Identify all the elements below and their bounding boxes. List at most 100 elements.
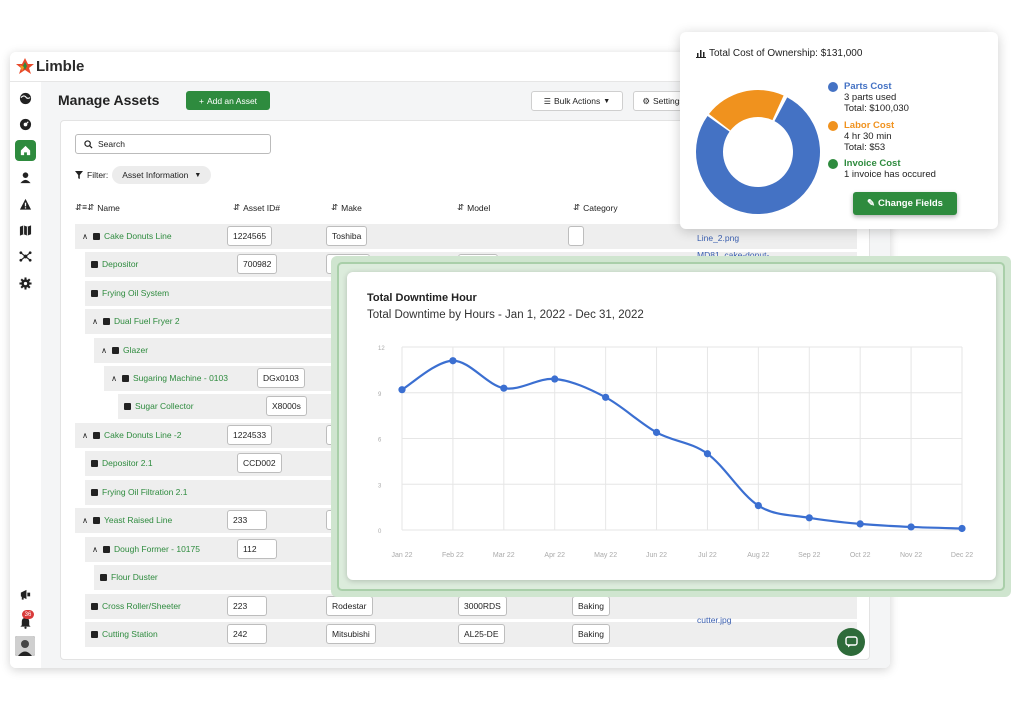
globe-icon[interactable] <box>15 88 36 109</box>
asset-asset-id-field[interactable]: 112 <box>237 539 277 559</box>
legend-line2: Total: $53 <box>844 142 886 153</box>
legend-line1: 4 hr 30 min <box>844 131 892 142</box>
data-point-feb-22[interactable] <box>449 357 457 365</box>
asset-make-field[interactable]: Rodestar <box>326 596 373 616</box>
asset-asset-id-field[interactable]: DGx0103 <box>257 368 305 388</box>
data-point-jul-22[interactable] <box>703 450 712 458</box>
asset-name-link[interactable]: Sugaring Machine - 0103 <box>133 373 228 383</box>
col-make[interactable]: ⇵ Make <box>331 202 362 213</box>
chat-button[interactable] <box>837 628 865 656</box>
add-asset-button[interactable]: + Add an Asset <box>186 91 270 110</box>
asset-cube-icon <box>93 232 100 240</box>
tco-donut-chart <box>696 90 820 214</box>
y-tick-label: 0 <box>378 529 382 535</box>
asset-name-link[interactable]: Dual Fuel Fryer 2 <box>114 316 180 326</box>
asset-name-link[interactable]: Cutting Station <box>102 629 158 639</box>
asset-make-field[interactable]: Mitsubishi <box>326 624 376 644</box>
asset-asset-id-field[interactable]: 1224565 <box>227 226 273 246</box>
asset-name-link[interactable]: Depositor <box>102 259 139 269</box>
asset-model-field[interactable]: 3000RDS <box>458 596 507 616</box>
asset-category-field[interactable]: Baking <box>572 596 610 616</box>
asset-make-field[interactable]: Toshiba <box>326 226 368 246</box>
avatar[interactable] <box>15 636 35 656</box>
filter-bar: Filter: Asset Information ▼ <box>75 166 212 184</box>
asset-name-link[interactable]: Frying Oil Filtration 2.1 <box>102 487 188 497</box>
asset-asset-id-field[interactable]: 242 <box>227 624 267 644</box>
donut-slice-labor-cost[interactable] <box>709 90 784 131</box>
asset-name-link[interactable]: Frying Oil System <box>102 288 170 298</box>
data-point-jun-22[interactable] <box>652 428 661 436</box>
collapse-chevron-icon[interactable]: ∧ <box>101 345 107 355</box>
megaphone-icon[interactable] <box>15 584 36 605</box>
data-point-apr-22[interactable] <box>551 375 559 383</box>
category-empty-field[interactable] <box>568 226 584 246</box>
asset-asset-id-field[interactable]: 223 <box>227 596 267 616</box>
legend-title: Parts Cost <box>844 81 892 92</box>
asset-name-cell: Depositor 2.1 <box>91 458 153 468</box>
asset-asset-id-field[interactable]: 1224533 <box>227 425 273 445</box>
col-asset-id[interactable]: ⇵ Asset ID# <box>233 202 280 213</box>
user-icon[interactable] <box>15 167 36 188</box>
asset-file-link[interactable]: Line_2.png <box>697 233 740 243</box>
bulk-actions-button[interactable]: ☰ Bulk Actions ▼ <box>531 91 623 111</box>
filter-select[interactable]: Asset Information ▼ <box>112 166 212 184</box>
asset-name-cell: ∧ Dual Fuel Fryer 2 <box>91 316 180 326</box>
asset-category-field[interactable]: Baking <box>572 624 610 644</box>
asset-name-link[interactable]: Cake Donuts Line -2 <box>104 430 182 440</box>
asset-asset-id-field[interactable]: 700982 <box>237 254 278 274</box>
x-tick-label: Nov 22 <box>900 552 922 559</box>
change-fields-button[interactable]: ✎ Change Fields <box>853 192 957 215</box>
asset-cube-icon <box>93 431 100 439</box>
asset-name-link[interactable]: Cross Roller/Sheeter <box>102 601 181 611</box>
data-point-jan-22[interactable] <box>398 386 406 394</box>
legend-dot-icon <box>828 159 838 169</box>
asset-asset-id-field[interactable]: 233 <box>227 510 267 530</box>
gear-icon[interactable] <box>15 273 36 294</box>
collapse-chevron-icon[interactable]: ∧ <box>111 373 117 383</box>
data-point-oct-22[interactable] <box>856 520 864 528</box>
asset-model-field[interactable]: AL25-DE <box>458 624 505 644</box>
collapse-chevron-icon[interactable]: ∧ <box>82 515 88 525</box>
asset-file-link[interactable]: cutter.jpg <box>697 615 732 625</box>
settings-button[interactable]: ⚙ Settings <box>633 91 693 111</box>
asset-name-link[interactable]: Flour Duster <box>111 572 158 582</box>
warning-icon[interactable] <box>15 194 36 215</box>
asset-name-cell: Frying Oil Filtration 2.1 <box>91 487 188 497</box>
logo[interactable]: Limble <box>16 56 84 76</box>
asset-name-link[interactable]: Yeast Raised Line <box>104 515 173 525</box>
asset-asset-id-field[interactable]: X8000s <box>266 396 307 416</box>
network-icon[interactable] <box>15 246 36 267</box>
tco-title-text: Total Cost of Ownership: $131,000 <box>709 48 863 59</box>
sort-icon: ⇵ <box>233 202 241 212</box>
map-icon[interactable] <box>15 220 36 241</box>
data-point-mar-22[interactable] <box>500 384 508 392</box>
collapse-chevron-icon[interactable]: ∧ <box>82 231 88 241</box>
search-input[interactable]: Search <box>75 134 271 154</box>
asset-name-link[interactable]: Sugar Collector <box>135 401 194 411</box>
asset-name-cell: ∧ Cake Donuts Line -2 <box>81 430 182 440</box>
data-point-sep-22[interactable] <box>805 514 813 522</box>
asset-name-link[interactable]: Dough Former - 10175 <box>114 544 200 554</box>
asset-file-link[interactable]: MD81_cake-donut- <box>697 250 770 260</box>
home-icon[interactable] <box>15 140 36 161</box>
asset-name-link[interactable]: Depositor 2.1 <box>102 458 153 468</box>
dashboard-icon[interactable] <box>15 114 36 135</box>
col-model[interactable]: ⇵ Model <box>457 202 490 213</box>
donut-slice-parts-cost[interactable] <box>696 97 820 214</box>
asset-cube-icon <box>91 289 98 297</box>
collapse-chevron-icon[interactable]: ∧ <box>92 316 98 326</box>
asset-name-link[interactable]: Glazer <box>123 345 149 355</box>
collapse-chevron-icon[interactable]: ∧ <box>92 544 98 554</box>
collapse-chevron-icon[interactable]: ∧ <box>82 430 88 440</box>
bell-icon[interactable] <box>15 612 36 633</box>
col-category[interactable]: ⇵ Category <box>573 202 618 213</box>
data-point-dec-22[interactable] <box>958 524 966 533</box>
asset-asset-id-field[interactable]: CCD002 <box>237 453 282 473</box>
asset-name-link[interactable]: Cake Donuts Line <box>104 231 172 241</box>
data-point-may-22[interactable] <box>602 393 610 401</box>
data-point-nov-22[interactable] <box>907 523 915 531</box>
y-tick-label: 6 <box>378 438 382 444</box>
data-point-aug-22[interactable] <box>754 502 762 510</box>
col-name[interactable]: ⇵≡⇵ Name <box>75 202 120 213</box>
col-category-label: Category <box>583 202 618 213</box>
